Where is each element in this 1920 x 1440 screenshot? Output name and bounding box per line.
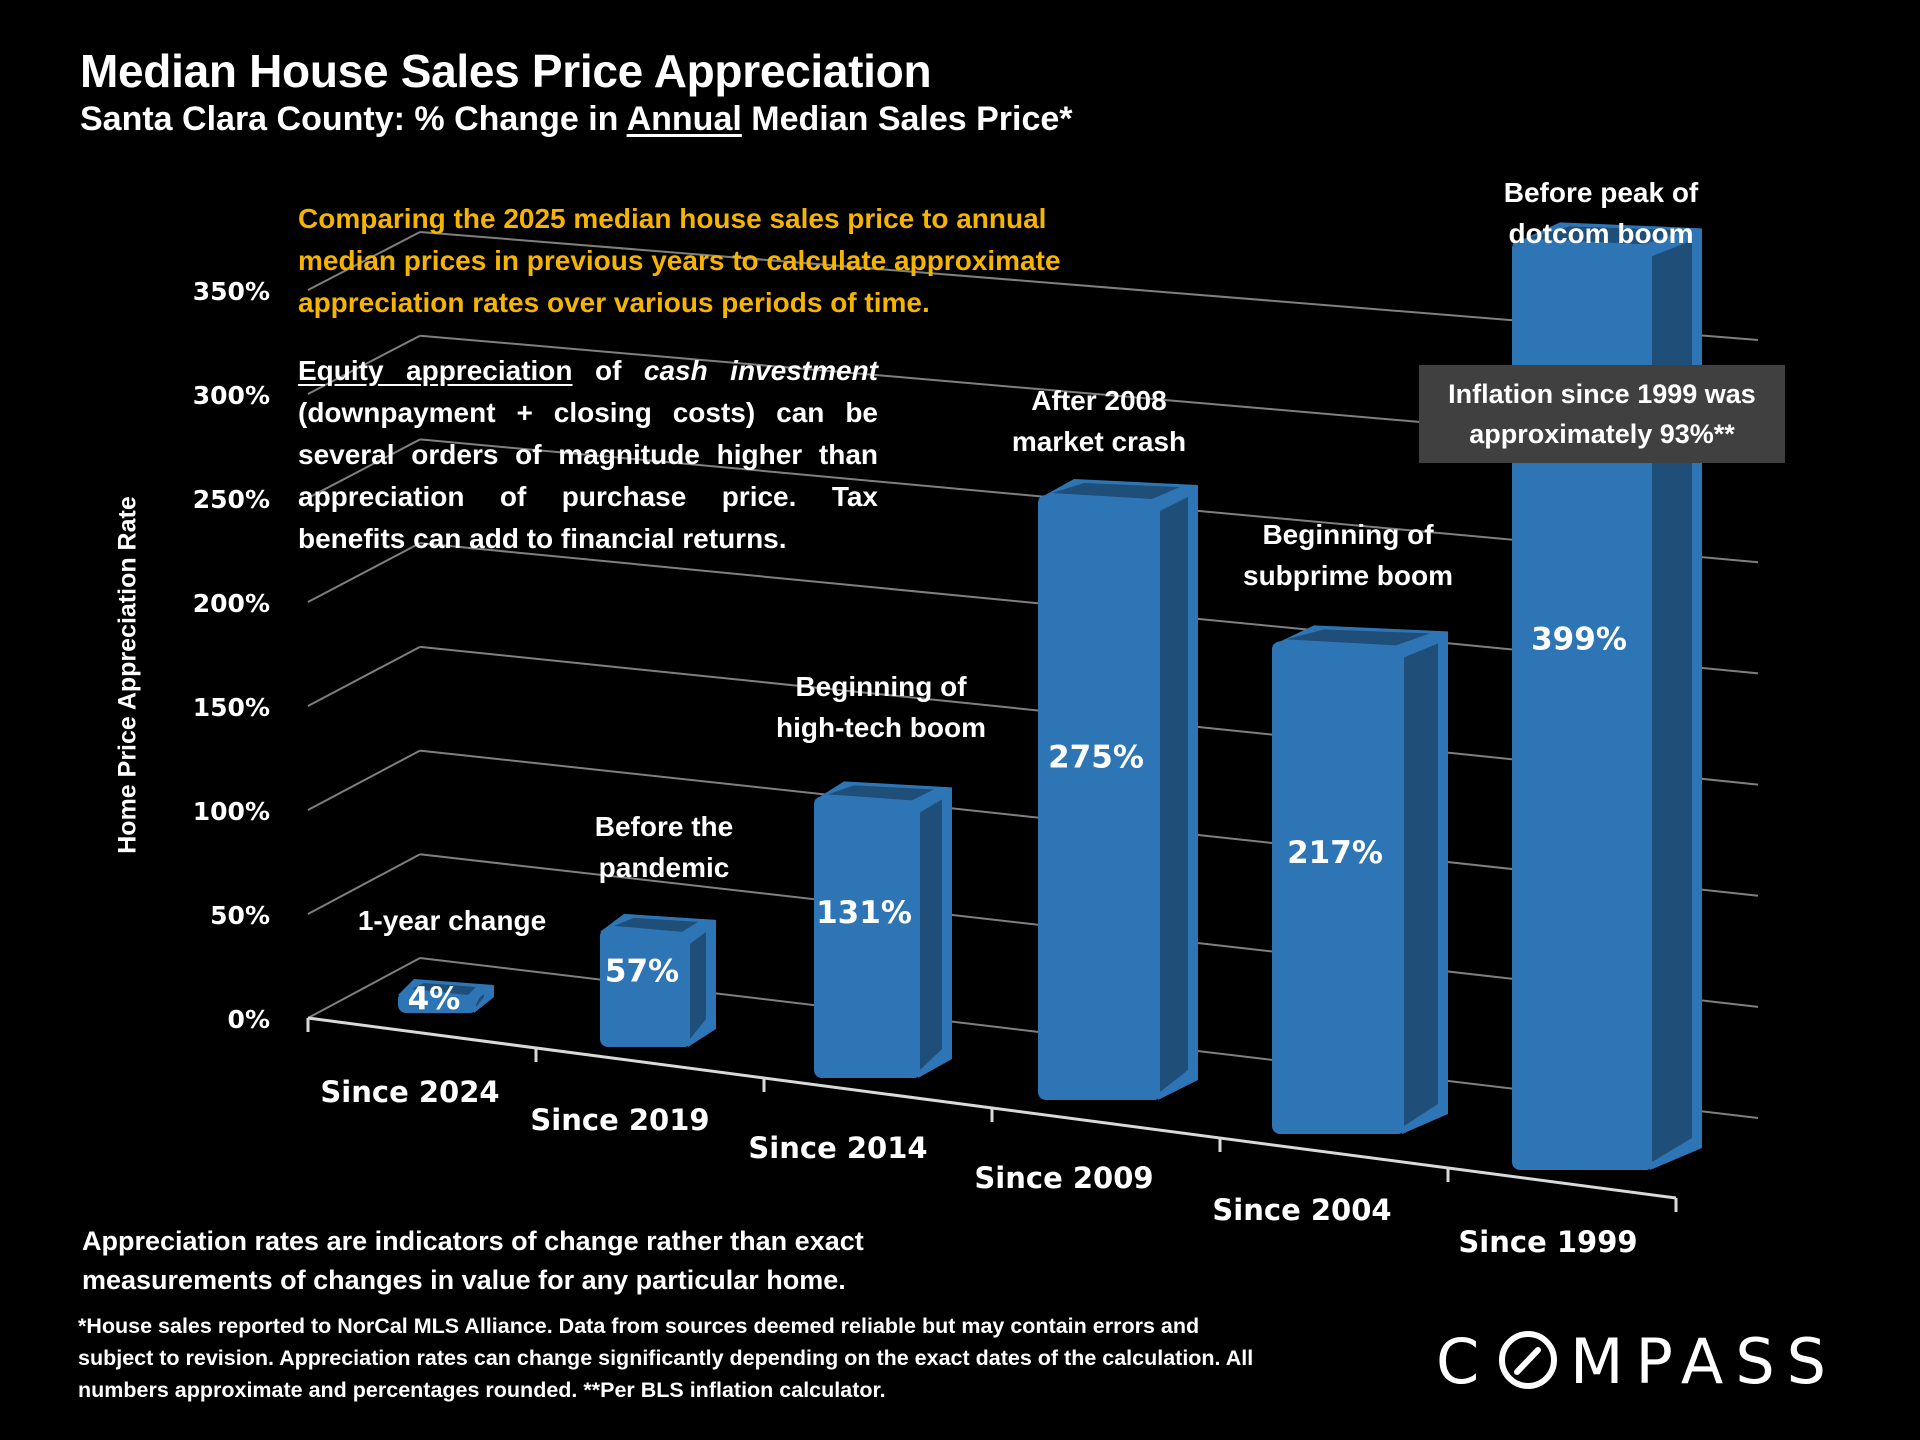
equity-underlined: Equity appreciation [298,355,573,386]
compass-logo: C MPASS [1436,1328,1920,1392]
y-tick-label: 0% [228,1005,270,1034]
data-label: 57% [605,953,679,989]
data-label: 131% [816,895,912,931]
bar [1038,479,1198,1100]
bar-annotation: Beginning of high-tech boom [776,666,986,748]
y-tick-label: 50% [210,901,270,930]
gridline-side [307,334,421,395]
bar [600,913,716,1047]
disclaimer-note: Appreciation rates are indicators of cha… [82,1226,864,1295]
annotation-line: Beginning of [1262,519,1434,550]
category-label: Since 2004 [1212,1193,1391,1227]
data-label: 399% [1531,621,1627,657]
bar-front-face [1272,641,1406,1134]
subtitle-prefix: Santa Clara County: % Change in [80,100,627,138]
bar [398,979,494,1013]
category-label: Since 2019 [530,1103,709,1137]
compass-logo-mark: C MPASS [1436,1328,1838,1392]
bar-top-inset [412,983,476,995]
gridline-side [307,749,421,811]
x-axis [306,1016,1678,1212]
gridline-side [307,957,421,1019]
bar [1512,222,1702,1170]
equity-part1: of [572,355,644,386]
bar-annotation: After 2008 market crash [1012,380,1186,462]
annotation-line: After 2008 [1031,385,1167,416]
gridline-side [307,853,421,915]
y-tick-label: 150% [193,693,270,722]
bar-front-face [600,927,692,1047]
annotation-line: high-tech boom [776,712,986,743]
annotation-line: Before the [594,811,734,842]
y-tick-label: 250% [193,485,270,514]
inflation-line2: approximately 93%** [1469,419,1735,449]
bar-side-face [474,985,494,1013]
bar-annotation: Before peak of dotcom boom [1504,172,1699,254]
logo-rest: MPASS [1570,1328,1838,1392]
inflation-callout: Inflation since 1999 was approximately 9… [1419,365,1785,463]
y-axis-title: Home Price Appreciation Rate [113,496,142,854]
bar-front-face [1038,495,1162,1100]
compass-o-slash-icon [1499,1331,1557,1389]
subtitle-suffix: Median Sales Price* [741,100,1073,138]
gridline-side [307,645,421,707]
bar-side-shadow [920,799,942,1070]
category-label: Since 2009 [974,1161,1153,1195]
y-tick-label: 100% [193,797,270,826]
bar-annotation: Beginning of subprime boom [1243,514,1453,596]
inflation-line1: Inflation since 1999 was [1448,379,1756,409]
bar-top-inset [1526,226,1684,245]
bar-side-shadow [1160,497,1188,1092]
gridline-side [307,438,421,499]
annotation-line: pandemic [598,852,730,883]
equity-part2: (downpayment + closing costs) can be sev… [298,397,878,554]
y-tick-label: 300% [193,381,270,410]
bar-top-inset [1286,629,1430,646]
bar-front-face [814,796,922,1078]
equity-text: Equity appreciation of cash investment (… [298,350,878,560]
annotation-line: Before peak of [1503,177,1699,208]
bar-top-inset [614,917,698,932]
labels: 0% 50% 100% 150% 200% 250% 300% 350% 4% Since 202… [193,277,1638,1259]
bars [398,222,1702,1170]
chart-subtitle: Santa Clara County: % Change in Annual M… [80,100,1073,139]
y-tick-label: 350% [193,277,270,306]
bar-front-face [1512,240,1654,1170]
bar-side-shadow [1652,240,1692,1162]
bar-top-inset [1052,483,1180,499]
bar-side-shadow [690,931,706,1039]
bar [814,781,952,1078]
annotation-line: subprime boom [1242,560,1454,591]
chart-title: Median House Sales Price Appreciation [80,45,932,97]
annotation-line: market crash [1011,426,1187,457]
data-label: 4% [408,981,461,1017]
equity-italic: cash investment [643,355,878,386]
category-label: Since 2024 [320,1075,499,1109]
bar [1272,625,1448,1134]
annotation-line: Beginning of [795,671,967,702]
y-tick-label: 200% [193,589,270,618]
bar-top-inset [828,785,934,801]
bar-annotation: 1-year change [358,900,546,941]
bar-annotation: Before the pandemic [595,806,733,888]
gridline-side [307,542,421,603]
intro-text: Comparing the 2025 median house sales pr… [298,203,1061,318]
data-label: 275% [1048,739,1144,775]
gridline-side [307,231,421,291]
annotation-line: dotcom boom [1508,218,1694,249]
data-label: 217% [1287,835,1383,871]
annotation-line: 1-year change [357,905,547,936]
footnote: *House sales reported to NorCal MLS Alli… [78,1314,1254,1402]
category-label: Since 1999 [1458,1225,1637,1259]
logo-c: C [1436,1328,1491,1392]
bar-side-shadow [1404,643,1438,1126]
subtitle-underlined-word: Annual [626,100,742,138]
category-label: Since 2014 [748,1131,927,1165]
